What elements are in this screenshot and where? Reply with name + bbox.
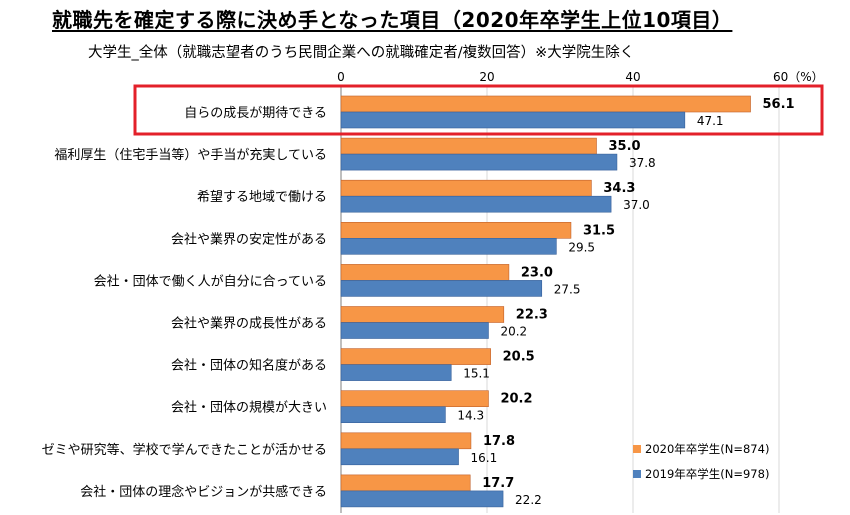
- category-label: 会社・団体の知名度がある: [171, 358, 327, 374]
- category-label: 自らの成長が期待できる: [184, 106, 327, 121]
- bar-2020: [340, 474, 471, 492]
- legend-label-2019: 2019年卒学生(N=978): [645, 467, 769, 481]
- bar-2019: [340, 322, 489, 339]
- x-tick-label: 40: [625, 70, 640, 84]
- bar-2019: [340, 364, 452, 381]
- page-subtitle: 大学生_全体（就職志望者のうち民間企業への就職確定者/複数回答）※大学院生除く: [88, 45, 635, 61]
- legend-label-2020: 2020年卒学生(N=874): [645, 442, 769, 456]
- data-label-2019: 14.3: [457, 409, 484, 423]
- legend-swatch-2019: [633, 470, 641, 478]
- bar-2019: [340, 490, 504, 508]
- bar-2019: [340, 238, 557, 255]
- bar-2020: [340, 137, 597, 155]
- bar-2019: [340, 111, 686, 129]
- category-label: 会社・団体の規模が大きい: [171, 400, 327, 416]
- data-label-2020: 20.2: [500, 392, 532, 407]
- bar-2019: [340, 153, 618, 171]
- bar-2020: [340, 306, 505, 323]
- data-label-2019: 15.1: [463, 367, 490, 381]
- category-label: 会社・団体の理念やビジョンが共感できる: [80, 484, 327, 500]
- category-label: 会社・団体で働く人が自分に合っている: [94, 273, 327, 289]
- data-label-2020: 23.0: [521, 265, 553, 280]
- data-label-2020: 17.7: [482, 476, 514, 491]
- bar-2019: [340, 280, 543, 297]
- x-tick-label: 20: [479, 70, 494, 84]
- page-title: 就職先を確定する際に決め手となった項目（2020年卒学生上位10項目）: [52, 8, 733, 32]
- category-label: 福利厚生（住宅手当等）や手当が充実している: [54, 147, 327, 163]
- data-label-2020: 20.5: [503, 350, 535, 365]
- data-label-2020: 31.5: [583, 223, 615, 238]
- data-label-2019: 29.5: [568, 240, 595, 254]
- data-label-2020: 56.1: [763, 97, 795, 112]
- data-label-2019: 20.2: [500, 325, 527, 339]
- bar-2020: [340, 348, 491, 365]
- bar-2019: [340, 406, 446, 424]
- category-label: ゼミや研究等、学校で学んできたことが活かせる: [42, 442, 327, 458]
- data-label-2019: 16.1: [471, 451, 498, 465]
- category-label: 希望する地域で働ける: [197, 189, 327, 205]
- bar-2020: [340, 179, 592, 197]
- data-label-2020: 22.3: [516, 308, 548, 323]
- legend-swatch-2020: [633, 445, 641, 453]
- data-label-2019: 27.5: [554, 282, 581, 296]
- data-label-2020: 35.0: [609, 139, 641, 154]
- bar-2020: [340, 390, 489, 408]
- bar-2020: [340, 95, 751, 113]
- data-label-2019: 37.8: [629, 156, 656, 170]
- bar-2019: [340, 448, 459, 466]
- category-label: 会社や業界の安定性がある: [171, 231, 327, 247]
- bar-2019: [340, 195, 612, 213]
- x-tick-label: 60（%）: [773, 70, 824, 84]
- data-label-2020: 34.3: [603, 181, 635, 196]
- data-label-2020: 17.8: [483, 434, 515, 449]
- bar-2020: [340, 222, 572, 239]
- data-label-2019: 37.0: [623, 198, 650, 212]
- category-label: 会社や業界の成長性がある: [171, 316, 327, 332]
- bar-2020: [340, 432, 472, 450]
- bar-2020: [340, 264, 510, 281]
- data-label-2019: 22.2: [515, 493, 542, 507]
- x-tick-label: 0: [337, 70, 345, 84]
- highlight-box: [133, 84, 824, 136]
- data-label-2019: 47.1: [697, 114, 724, 128]
